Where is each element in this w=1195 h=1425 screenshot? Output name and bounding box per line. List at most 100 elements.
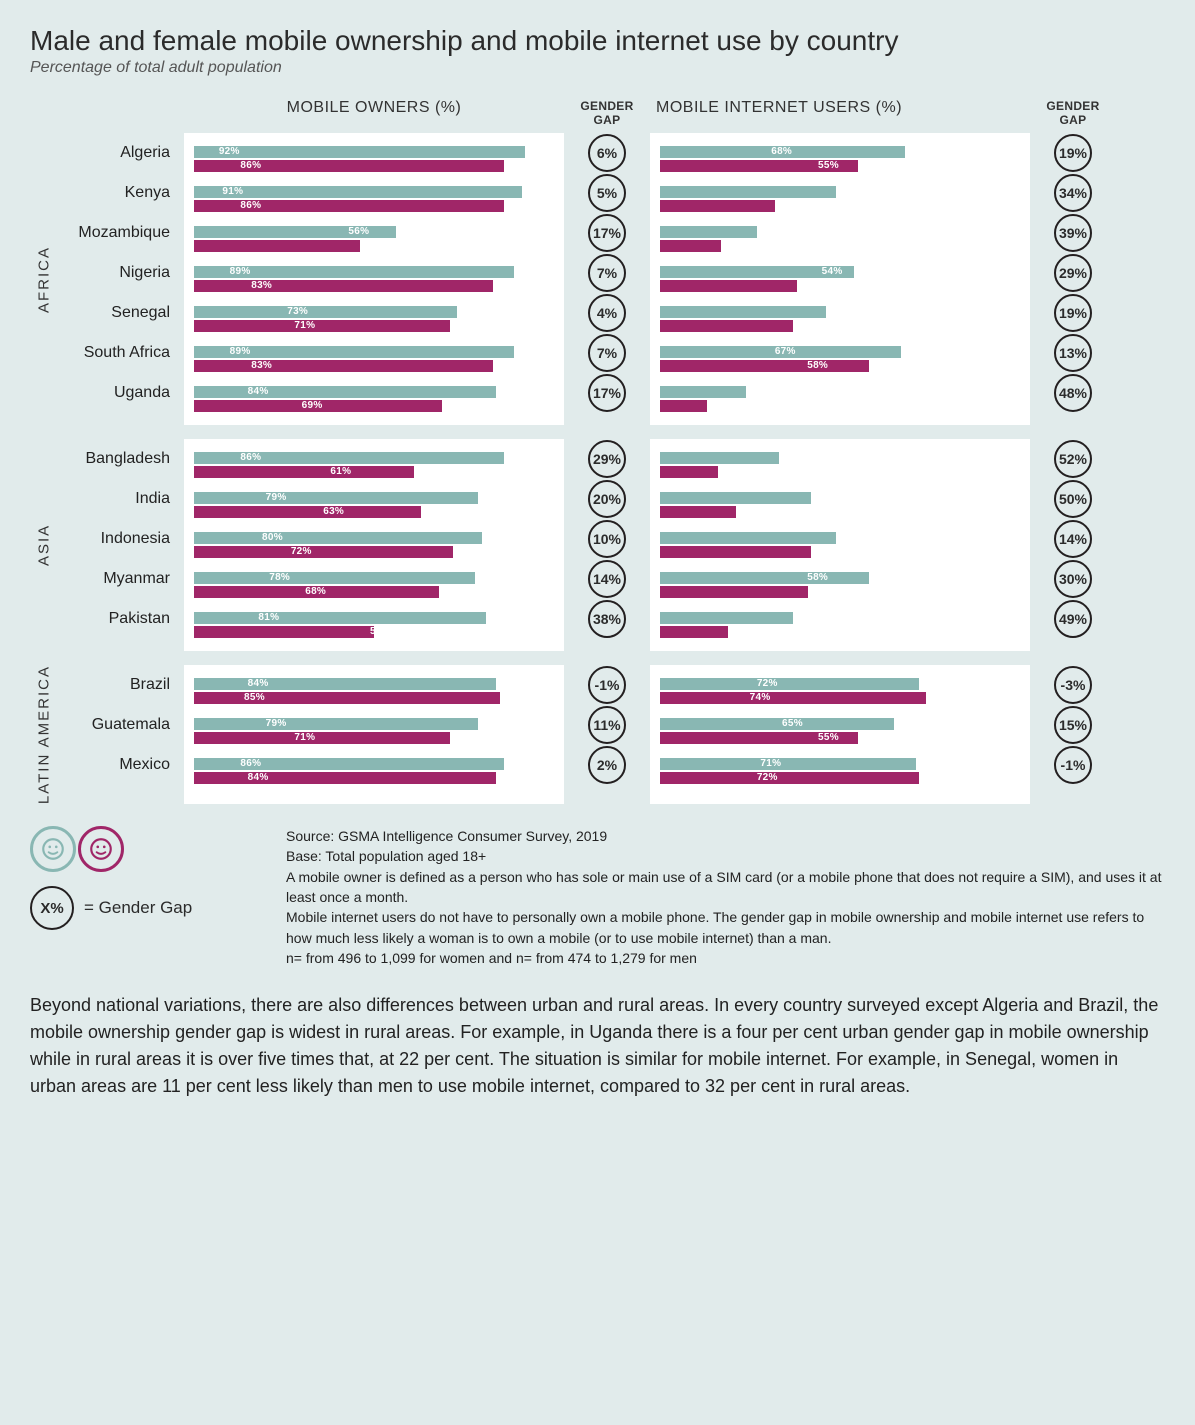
bar-row: 80% 72% — [194, 525, 554, 565]
bar-row: 73% 71% — [194, 299, 554, 339]
bar-row: 79% 63% — [194, 485, 554, 525]
chart-title: Male and female mobile ownership and mob… — [30, 25, 1165, 57]
bar-row: 91% 86% — [194, 179, 554, 219]
bar-row: 89% 83% — [194, 259, 554, 299]
legend-female-icon — [78, 826, 124, 872]
bar-male: 86% — [194, 758, 554, 770]
bar-female: 38% — [660, 280, 1020, 292]
source-line: A mobile owner is defined as a person wh… — [286, 867, 1165, 908]
region-label: ASIA — [30, 439, 58, 651]
owners-panel: 92% 86% 91% 86% 56% 46% — [184, 133, 564, 425]
bar-female: 83% — [194, 280, 554, 292]
header-gap-owners: GENDER GAP — [572, 99, 642, 127]
country-name: Mozambique — [66, 213, 176, 253]
bar-male: 79% — [194, 492, 554, 504]
country-name: Bangladesh — [66, 439, 176, 479]
bar-row: 42% 21% — [660, 485, 1020, 525]
gender-gap-badge: 7% — [588, 254, 626, 292]
gender-gap-badge: 17% — [588, 214, 626, 252]
bar-row: 79% 71% — [194, 711, 554, 751]
bar-female: 32% — [660, 200, 1020, 212]
gender-gap-badge: 15% — [1054, 706, 1092, 744]
bar-male: 89% — [194, 266, 554, 278]
gender-gap-badge: 20% — [588, 480, 626, 518]
bar-male: 56% — [194, 226, 554, 238]
gender-gap-badge: 4% — [588, 294, 626, 332]
chart-grid: AFRICAAlgeriaKenyaMozambiqueNigeriaSeneg… — [30, 133, 1165, 804]
gender-gap-badge: 29% — [1054, 254, 1092, 292]
bar-row: 46% 37% — [660, 299, 1020, 339]
bar-female: 68% — [194, 586, 554, 598]
bar-row: 89% 83% — [194, 339, 554, 379]
bar-male: 67% — [660, 346, 1020, 358]
gender-gap-badge: 49% — [1054, 600, 1092, 638]
users-panel: 72% 74% 65% 55% 71% 72% — [650, 665, 1030, 804]
gender-gap-badge: 14% — [588, 560, 626, 598]
bar-row: 84% 85% — [194, 671, 554, 711]
gender-gap-badge: 50% — [1054, 480, 1092, 518]
gender-gap-badge: -3% — [1054, 666, 1092, 704]
bar-row: 56% 46% — [194, 219, 554, 259]
bar-row: 54% 38% — [660, 259, 1020, 299]
bar-row: 78% 68% — [194, 565, 554, 605]
bar-male: 68% — [660, 146, 1020, 158]
bar-row: 58% 41% — [660, 565, 1020, 605]
bar-male: 33% — [660, 452, 1020, 464]
chart-subtitle: Percentage of total adult population — [30, 59, 1165, 77]
legend-male-icon — [30, 826, 76, 872]
bar-male: 91% — [194, 186, 554, 198]
country-name: Pakistan — [66, 599, 176, 639]
country-name: Uganda — [66, 373, 176, 413]
bar-male: 46% — [660, 306, 1020, 318]
country-name: Myanmar — [66, 559, 176, 599]
gender-gap-badge: 38% — [588, 600, 626, 638]
bar-row: 27% 17% — [660, 219, 1020, 259]
bar-row: 68% 55% — [660, 139, 1020, 179]
bar-male: 78% — [194, 572, 554, 584]
bar-female: 63% — [194, 506, 554, 518]
bar-row: 81% 50% — [194, 605, 554, 645]
bar-male: 89% — [194, 346, 554, 358]
source-line: Mobile internet users do not have to per… — [286, 907, 1165, 948]
bar-row: 33% 16% — [660, 445, 1020, 485]
bar-male: 58% — [660, 572, 1020, 584]
legend-gap-label: = Gender Gap — [84, 898, 192, 918]
gender-gap-badge: 30% — [1054, 560, 1092, 598]
bar-female: 17% — [660, 240, 1020, 252]
bar-female: 21% — [660, 506, 1020, 518]
bar-male: 49% — [660, 186, 1020, 198]
bar-female: 13% — [660, 400, 1020, 412]
gender-gap-badge: 11% — [588, 706, 626, 744]
gender-gap-badge: 5% — [588, 174, 626, 212]
gender-gap-badge: 17% — [588, 374, 626, 412]
bar-female: 85% — [194, 692, 554, 704]
header-users: MOBILE INTERNET USERS (%) — [650, 99, 1030, 127]
bar-row: 37% 19% — [660, 605, 1020, 645]
gender-gap-badge: 6% — [588, 134, 626, 172]
legend-gap-badge: X% — [30, 886, 74, 930]
bar-female: 19% — [660, 626, 1020, 638]
bar-female: 86% — [194, 200, 554, 212]
country-name: Indonesia — [66, 519, 176, 559]
gender-gap-badge: 13% — [1054, 334, 1092, 372]
country-name: India — [66, 479, 176, 519]
gender-gap-badge: 14% — [1054, 520, 1092, 558]
bar-male: 84% — [194, 678, 554, 690]
source-line: Base: Total population aged 18+ — [286, 846, 1165, 866]
bar-male: 73% — [194, 306, 554, 318]
bar-female: 71% — [194, 320, 554, 332]
bar-row: 84% 69% — [194, 379, 554, 419]
country-name: Nigeria — [66, 253, 176, 293]
gender-gap-badge: 29% — [588, 440, 626, 478]
bar-female: 37% — [660, 320, 1020, 332]
bar-female: 55% — [660, 732, 1020, 744]
legend-footer: X% = Gender Gap Source: GSMA Intelligenc… — [30, 826, 1165, 968]
bar-female: 55% — [660, 160, 1020, 172]
column-headers: MOBILE OWNERS (%) GENDER GAP MOBILE INTE… — [30, 99, 1165, 127]
gender-gap-badge: -1% — [1054, 746, 1092, 784]
bar-female: 72% — [660, 772, 1020, 784]
gender-gap-badge: -1% — [588, 666, 626, 704]
owners-panel: 86% 61% 79% 63% 80% 72% — [184, 439, 564, 651]
bar-male: 24% — [660, 386, 1020, 398]
bar-female: 74% — [660, 692, 1020, 704]
